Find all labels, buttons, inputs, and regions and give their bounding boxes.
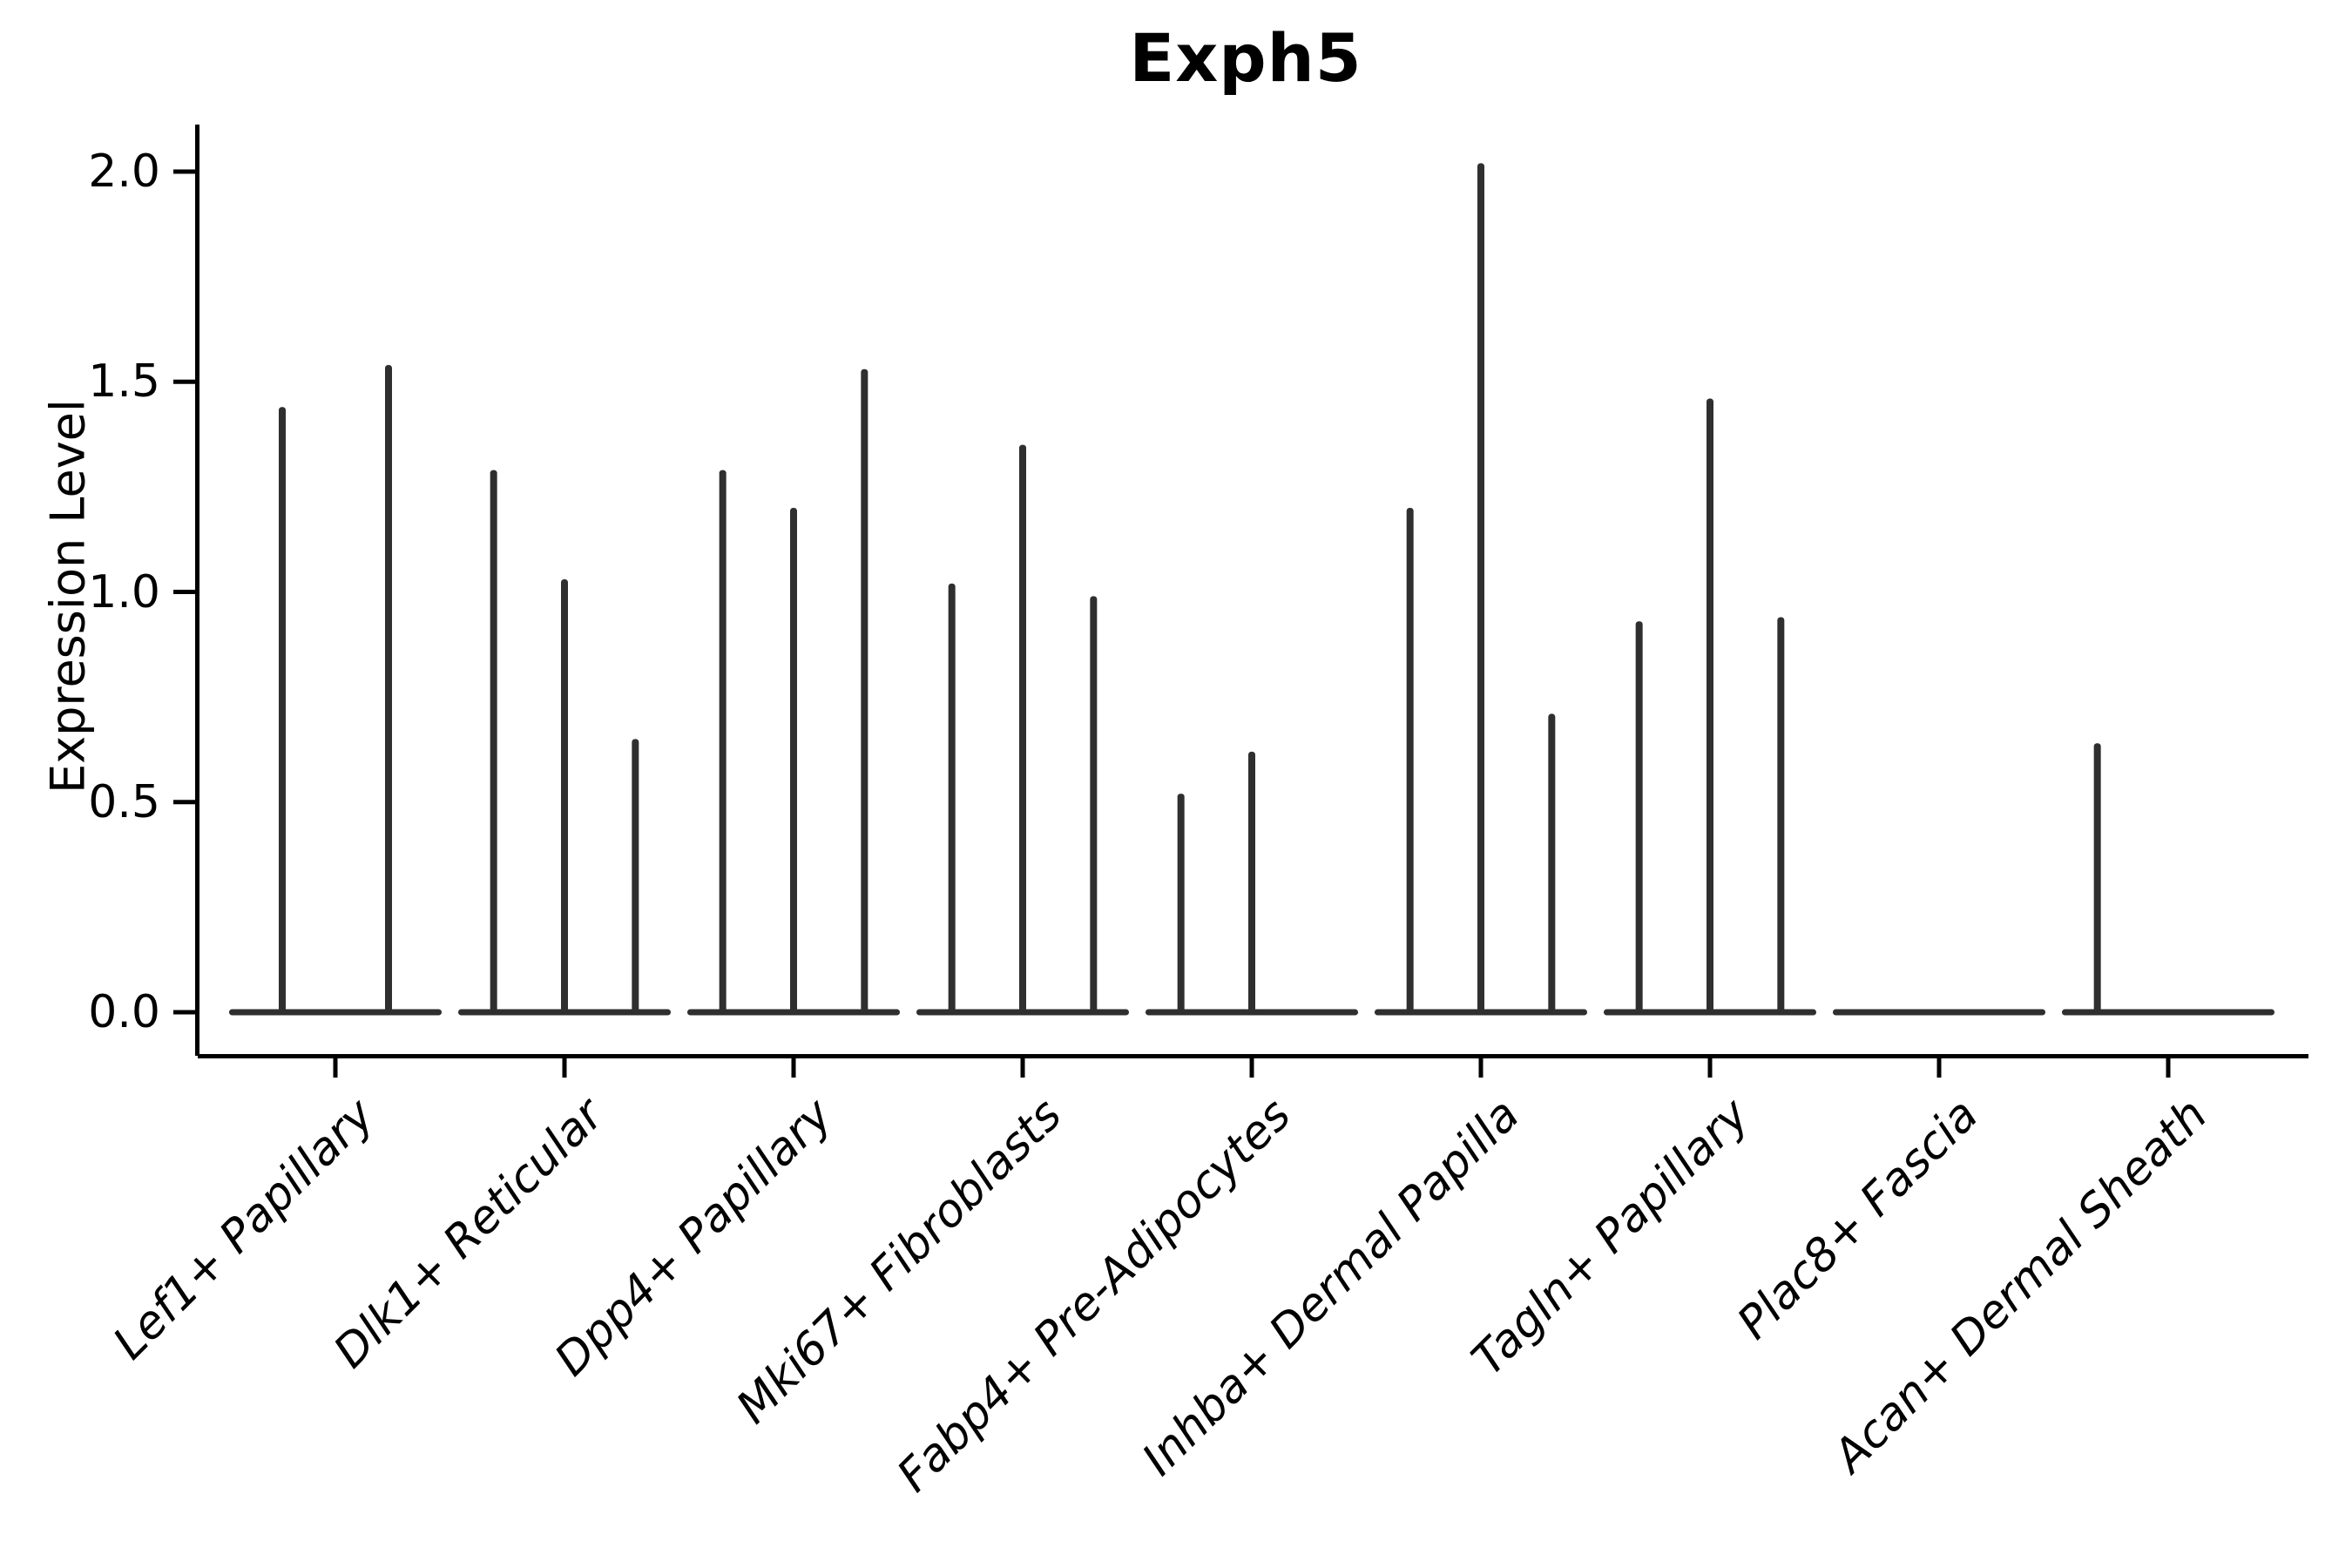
y-tick [173,169,195,174]
x-tick [333,1058,338,1078]
x-tick [1936,1058,1942,1078]
violin-spike [490,470,497,1012]
violin-spike [1707,398,1713,1012]
x-axis-spine [198,1054,2308,1058]
x-tick [2166,1058,2171,1078]
x-tick [1478,1058,1484,1078]
y-tick-label: 0.0 [88,986,160,1038]
y-axis-spine [195,125,199,1056]
x-tick [1707,1058,1713,1078]
violin-spike [1019,444,1026,1012]
violin-spike [861,368,868,1012]
x-tick [1020,1058,1025,1078]
y-tick [173,379,195,384]
violin-spike [632,739,639,1012]
violin-spike [1177,794,1185,1012]
chart-title: Exph5 [1129,19,1362,97]
x-tick [562,1058,567,1078]
violin-spike [1406,508,1414,1012]
violin-spike [1548,713,1556,1012]
violin-spike [279,407,286,1012]
x-tick [791,1058,796,1078]
violin-spike [2093,743,2101,1012]
violin-spike [1477,163,1484,1013]
x-tick [1249,1058,1254,1078]
violin-spike [1777,617,1785,1012]
y-tick [173,1010,195,1015]
violin-group-base [229,1009,442,1016]
violin-group-base [1833,1009,2045,1016]
violin-spike [561,579,568,1012]
y-tick [173,800,195,805]
violin-spike [1248,751,1255,1012]
violin-spike [385,364,392,1012]
y-tick [173,590,195,594]
y-tick-label: 0.5 [88,775,160,828]
y-tick-label: 1.5 [88,355,160,409]
y-tick-label: 2.0 [88,145,160,198]
violin-group-base [2062,1009,2274,1016]
y-tick-label: 1.0 [88,565,160,618]
violin-spike [1635,621,1643,1012]
violin-spike [790,508,797,1012]
violin-spike [1090,596,1098,1012]
violin-spike [948,583,956,1012]
violin-spike [719,470,727,1012]
